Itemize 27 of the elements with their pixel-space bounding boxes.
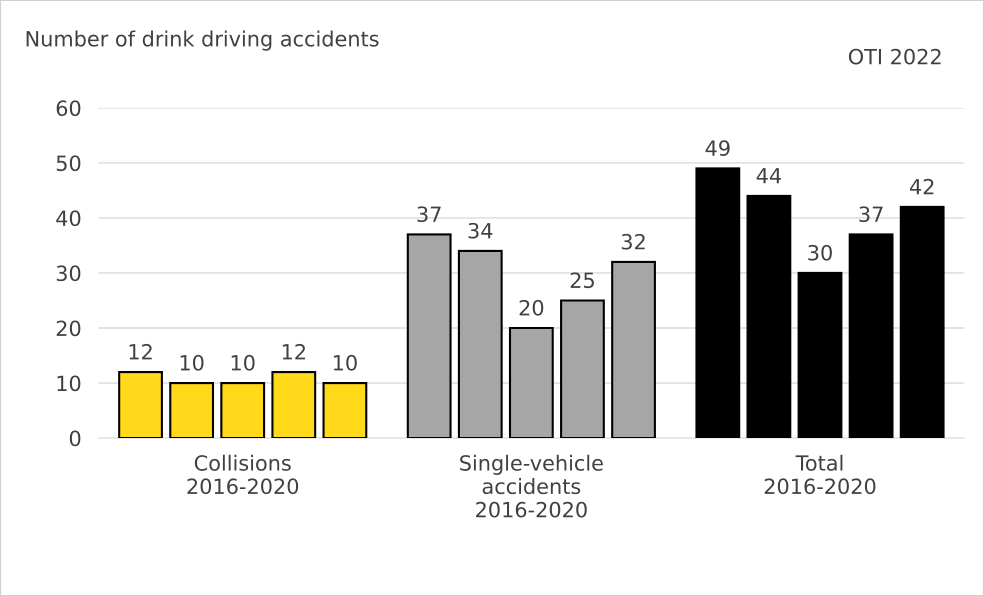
- data-label: 42: [910, 178, 934, 194]
- y-tick-label: 20: [56, 320, 80, 336]
- data-label: 10: [334, 354, 357, 371]
- data-label: 12: [130, 344, 152, 360]
- data-label: 20: [520, 300, 544, 316]
- data-label: 25: [570, 272, 594, 288]
- data-label: 37: [418, 206, 441, 222]
- y-tick-label: 30: [56, 265, 80, 282]
- data-label: 49: [706, 140, 730, 156]
- data-label: 37: [859, 206, 883, 222]
- y-tick-label: 10: [58, 375, 80, 392]
- y-tick-label: 0: [70, 430, 80, 446]
- y-tick-label: 40: [56, 210, 80, 226]
- data-label: 44: [756, 168, 781, 184]
- x-tick-label: Collisions 2016-2020: [187, 454, 298, 494]
- y-tick-label: 50: [56, 155, 80, 172]
- data-label: 32: [622, 234, 645, 250]
- chart-title: Number of drink driving accidents: [26, 30, 379, 51]
- data-label: 10: [232, 354, 255, 371]
- y-tick-label: 60: [56, 100, 80, 116]
- x-tick-label: Total 2016-2020: [764, 454, 876, 494]
- data-label: 30: [808, 244, 832, 261]
- data-label: 34: [468, 222, 492, 239]
- x-tick-label: Single-vehicle accidents 2016-2020: [460, 454, 603, 518]
- text: OTI 2022: [848, 48, 941, 65]
- data-label: 10: [180, 354, 204, 371]
- data-label: 12: [282, 344, 305, 360]
